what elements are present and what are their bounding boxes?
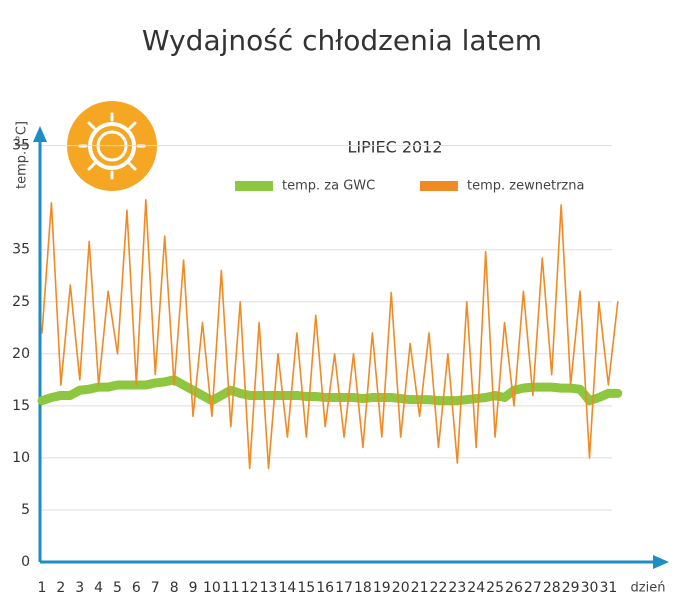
y-tick-label: 5 [21, 502, 30, 518]
y-tick-label: 25 [12, 294, 30, 310]
legend-swatch [235, 181, 273, 191]
x-tick-label: 28 [543, 580, 561, 596]
x-tick-label: 17 [335, 580, 353, 596]
x-tick-label: 10 [203, 580, 221, 596]
x-tick-label: 5 [113, 580, 122, 596]
series-line [41, 198, 619, 470]
x-tick-label: 31 [599, 580, 617, 596]
x-tick-label: 16 [316, 580, 334, 596]
y-tick-label: 15 [12, 398, 30, 414]
x-tick-label: 9 [189, 580, 198, 596]
y-axis-label: temp. [°C] [15, 121, 30, 189]
x-tick-label: 25 [486, 580, 504, 596]
y-axis-arrow [33, 126, 47, 142]
y-tick-label: 10 [12, 450, 30, 466]
x-tick-label: 27 [524, 580, 542, 596]
x-axis-label: dzień [631, 581, 666, 596]
x-tick-label: 18 [354, 580, 372, 596]
x-tick-label: 12 [241, 580, 259, 596]
x-tick-label: 19 [373, 580, 391, 596]
x-tick-label: 30 [581, 580, 599, 596]
x-tick-label: 8 [170, 580, 179, 596]
y-tick-label: 35 [12, 242, 30, 258]
x-tick-label: 3 [75, 580, 84, 596]
x-tick-label: 20 [392, 580, 410, 596]
x-tick-label: 26 [505, 580, 523, 596]
x-tick-label: 7 [151, 580, 160, 596]
x-axis-arrow [653, 555, 669, 569]
y-tick-label: 0 [21, 554, 30, 570]
x-tick-label: 29 [562, 580, 580, 596]
x-tick-label: 4 [94, 580, 103, 596]
chart-subtitle: LIPIEC 2012 [347, 138, 442, 157]
x-tick-label: 1 [38, 580, 47, 596]
x-tick-label: 11 [222, 580, 240, 596]
y-tick-label: 35 [12, 138, 30, 154]
x-tick-label: 22 [430, 580, 448, 596]
legend-label: temp. zewnetrzna [467, 179, 584, 194]
x-tick-label: 21 [411, 580, 429, 596]
x-tick-label: 2 [56, 580, 65, 596]
x-tick-label: 23 [448, 580, 466, 596]
x-tick-label: 6 [132, 580, 141, 596]
x-tick-label: 15 [297, 580, 315, 596]
series-line [37, 375, 623, 406]
legend-label: temp. za GWC [282, 179, 375, 194]
y-tick-label: 20 [12, 346, 30, 362]
chart-title: Wydajność chłodzenia latem [142, 24, 542, 57]
legend-swatch [420, 181, 458, 191]
x-tick-label: 14 [279, 580, 297, 596]
x-tick-label: 13 [260, 580, 278, 596]
x-tick-label: 24 [467, 580, 485, 596]
